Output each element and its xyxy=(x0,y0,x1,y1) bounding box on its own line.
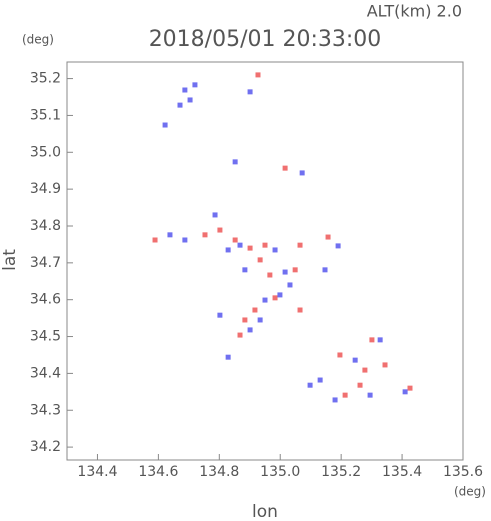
radar-point xyxy=(352,357,358,363)
y-tick-label: 35.1 xyxy=(30,107,61,123)
radar-point xyxy=(225,354,231,360)
radar-point xyxy=(152,237,158,243)
y-tick-label: 34.3 xyxy=(30,402,61,418)
radar-point xyxy=(342,392,348,398)
x-axis-label: lon xyxy=(252,502,278,521)
x-tick-label: 134.8 xyxy=(199,464,239,480)
radar-point xyxy=(247,89,253,95)
radar-point xyxy=(267,272,273,278)
radar-point xyxy=(332,397,338,403)
x-tick-label: 135.2 xyxy=(321,464,361,480)
y-tick-label: 34.4 xyxy=(30,365,61,381)
radar-point xyxy=(257,257,263,263)
radar-point xyxy=(272,295,278,301)
radar-point xyxy=(322,267,328,273)
radar-point xyxy=(237,242,243,248)
radar-point xyxy=(282,269,288,275)
y-tick-label: 34.5 xyxy=(30,329,61,345)
radar-point xyxy=(287,282,293,288)
x-tick-label: 134.4 xyxy=(77,464,117,480)
radar-point xyxy=(337,352,343,358)
radar-point xyxy=(407,385,413,391)
radar-point xyxy=(317,377,323,383)
x-tick-label: 135.0 xyxy=(260,464,300,480)
radar-point xyxy=(297,242,303,248)
radar-point xyxy=(272,247,278,253)
radar-point xyxy=(335,243,341,249)
radar-point xyxy=(297,307,303,313)
x-tick-label: 135.6 xyxy=(443,464,483,480)
radar-point xyxy=(362,367,368,373)
radar-point xyxy=(217,312,223,318)
radar-point xyxy=(247,245,253,251)
y-tick-label: 35.0 xyxy=(30,144,61,160)
radar-point xyxy=(217,227,223,233)
radar-point xyxy=(202,232,208,238)
radar-point xyxy=(212,212,218,218)
y-tick-label: 35.2 xyxy=(30,71,61,87)
radar-point xyxy=(282,165,288,171)
radar-point xyxy=(299,170,305,176)
y-tick-label: 34.8 xyxy=(30,218,61,234)
y-unit: (deg) xyxy=(22,33,54,47)
radar-point xyxy=(292,267,298,273)
radar-point xyxy=(262,242,268,248)
radar-point xyxy=(162,122,168,128)
radar-point xyxy=(325,234,331,240)
x-unit: (deg) xyxy=(454,485,486,499)
y-tick-label: 34.2 xyxy=(30,439,61,455)
radar-point xyxy=(237,332,243,338)
radar-point xyxy=(367,392,373,398)
radar-point xyxy=(369,337,375,343)
subtitle: ALT(km) 2.0 xyxy=(367,2,462,21)
radar-point xyxy=(377,337,383,343)
radar-point xyxy=(232,159,238,165)
x-tick-label: 135.4 xyxy=(382,464,422,480)
chart-title: 2018/05/01 20:33:00 xyxy=(149,27,382,52)
y-axis-label: lat xyxy=(0,249,20,271)
radar-point xyxy=(167,232,173,238)
radar-point xyxy=(402,389,408,395)
y-tick-label: 34.7 xyxy=(30,255,61,271)
radar-point xyxy=(307,382,313,388)
radar-point xyxy=(252,307,258,313)
radar-point xyxy=(232,237,238,243)
radar-point xyxy=(177,102,183,108)
radar-point xyxy=(262,297,268,303)
radar-point xyxy=(182,87,188,93)
radar-point xyxy=(182,237,188,243)
x-tick-label: 134.6 xyxy=(138,464,178,480)
radar-point xyxy=(257,317,263,323)
radar-point xyxy=(242,267,248,273)
plot-frame xyxy=(66,61,464,461)
radar-point xyxy=(277,292,283,298)
radar-point xyxy=(382,362,388,368)
radar-point xyxy=(187,97,193,103)
y-tick-label: 34.9 xyxy=(30,181,61,197)
radar-point xyxy=(357,382,363,388)
y-tick-label: 34.6 xyxy=(30,292,61,308)
radar-point xyxy=(192,82,198,88)
radar-point xyxy=(242,317,248,323)
radar-point xyxy=(255,72,261,78)
radar-point xyxy=(247,327,253,333)
radar-point xyxy=(225,247,231,253)
